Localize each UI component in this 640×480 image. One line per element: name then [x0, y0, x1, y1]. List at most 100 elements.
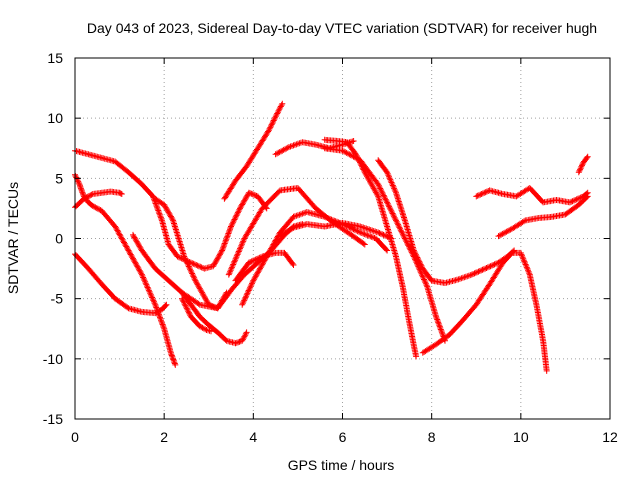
data-point: [413, 249, 415, 252]
data-point: [261, 207, 263, 210]
data-point: [475, 304, 477, 306]
data-point: [529, 187, 531, 189]
x-tick-label: 0: [71, 429, 79, 445]
data-point: [275, 252, 277, 254]
data-point: [301, 141, 303, 143]
data-point: [324, 139, 326, 141]
data-point: [127, 171, 130, 173]
y-tick-label: -10: [43, 351, 63, 367]
data-point: [221, 249, 223, 252]
data-point: [279, 231, 281, 234]
data-point: [163, 204, 165, 206]
data-point: [168, 280, 170, 282]
y-tick-label: 5: [55, 170, 63, 186]
y-tick-label: 10: [47, 110, 63, 126]
data-point: [292, 227, 295, 229]
data-point: [234, 180, 237, 182]
data-point: [208, 324, 210, 326]
data-point: [346, 141, 348, 143]
data-point: [127, 307, 130, 309]
data-point: [359, 225, 361, 228]
data-point: [279, 189, 281, 191]
data-point: [515, 195, 517, 197]
series-marks: [428, 247, 518, 286]
data-point: [101, 192, 103, 194]
data-point: [435, 316, 437, 318]
data-point: [92, 205, 94, 207]
data-point: [87, 201, 89, 203]
series-group: [72, 100, 591, 374]
data-point: [511, 252, 513, 254]
data-point: [375, 237, 377, 240]
data-point: [190, 304, 192, 306]
data-point: [127, 249, 130, 252]
data-point: [341, 222, 344, 224]
data-point: [551, 216, 553, 218]
data-point: [181, 298, 183, 300]
data-point: [205, 329, 208, 331]
data-point: [587, 195, 589, 197]
data-point: [359, 231, 361, 234]
series-arc-20: [473, 185, 591, 206]
series-arc-12: [232, 249, 297, 284]
data-point: [154, 304, 156, 306]
data-point: [114, 225, 116, 228]
data-point: [511, 228, 513, 230]
data-point: [281, 103, 283, 105]
data-point: [168, 243, 170, 246]
data-point: [422, 267, 424, 270]
data-point: [199, 304, 201, 306]
data-point: [377, 231, 379, 234]
data-point: [426, 286, 428, 288]
data-point: [234, 280, 237, 282]
data-point: [277, 111, 279, 113]
data-point: [337, 140, 339, 142]
data-point: [502, 261, 504, 264]
data-point: [225, 340, 228, 342]
data-point: [161, 308, 163, 311]
data-point: [355, 153, 357, 155]
y-tick-label: 0: [55, 231, 63, 247]
data-point: [292, 216, 295, 218]
series-marks: [473, 185, 591, 206]
data-point: [154, 267, 156, 270]
data-point: [353, 140, 355, 142]
data-point: [114, 160, 116, 163]
x-tick-label: 4: [249, 429, 257, 445]
data-point: [114, 298, 116, 300]
data-point: [529, 274, 531, 276]
data-point: [228, 274, 230, 276]
data-point: [415, 355, 417, 358]
data-point: [246, 165, 248, 167]
data-point: [386, 225, 388, 228]
data-point: [217, 331, 219, 333]
series-arc-08: [179, 295, 214, 335]
data-point: [435, 343, 437, 345]
data-point: [324, 225, 326, 228]
data-point: [257, 261, 259, 264]
data-point: [194, 280, 196, 282]
series-arc-07: [179, 289, 250, 347]
data-point: [101, 210, 103, 212]
y-axis-title: SDTVAR / TECUs: [5, 182, 21, 294]
data-point: [141, 274, 143, 276]
data-point: [422, 352, 424, 354]
data-point: [582, 162, 584, 164]
data-point: [154, 312, 156, 314]
data-point: [542, 340, 544, 342]
data-point: [172, 219, 174, 222]
data-point: [223, 198, 225, 200]
x-tick-label: 10: [513, 429, 529, 445]
x-tick-label: 8: [428, 429, 436, 445]
data-point: [520, 252, 522, 254]
data-point: [243, 274, 246, 276]
data-point: [141, 311, 143, 313]
data-point: [587, 192, 589, 194]
data-point: [582, 195, 584, 197]
series-arc-21: [495, 193, 591, 240]
data-point: [230, 289, 232, 291]
data-point: [448, 334, 451, 336]
data-point: [105, 158, 107, 160]
data-point: [350, 234, 353, 236]
data-point: [248, 192, 250, 194]
